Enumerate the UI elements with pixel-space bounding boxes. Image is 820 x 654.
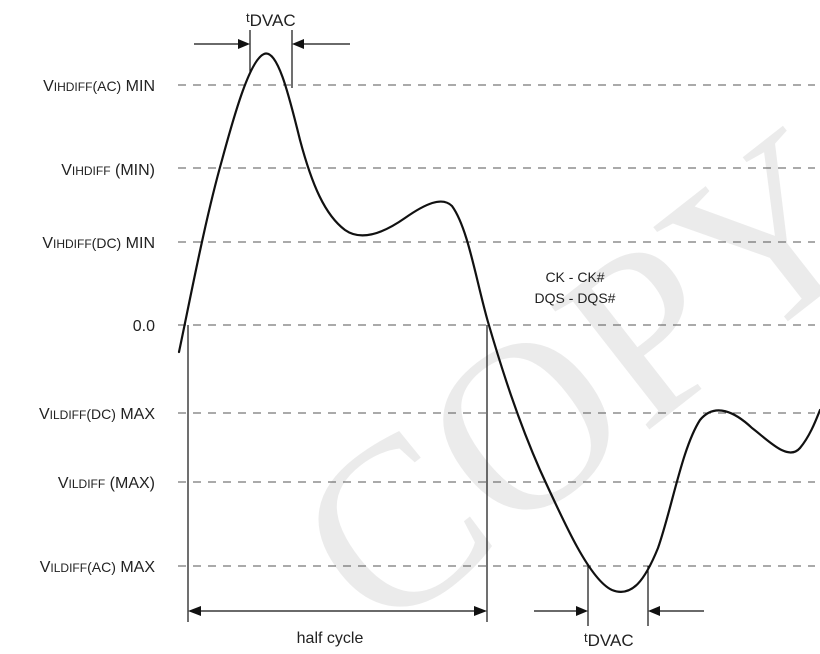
- tdvac-bottom-right-arrowhead: [648, 606, 660, 616]
- watermark: COPY: [248, 77, 820, 654]
- tdvac-top-right-arrowhead: [292, 39, 304, 49]
- signal-labels: CK - CK# DQS - DQS#: [535, 269, 616, 306]
- label-vihdiff-min: VIHDIFF (MIN): [61, 162, 155, 179]
- label-vildiff-dc-max: VILDIFF(DC) MAX: [39, 406, 155, 423]
- differential-waveform: [177, 52, 820, 593]
- label-zero: 0.0: [133, 318, 155, 335]
- half-cycle-left-arrowhead: [188, 606, 201, 616]
- half-cycle-label: half cycle: [297, 630, 364, 647]
- signal-label-dqs: DQS - DQS#: [535, 290, 616, 306]
- signal-label-ck: CK - CK#: [545, 269, 604, 285]
- level-labels: VIHDIFF(AC) MIN VIHDIFF (MIN) VIHDIFF(DC…: [39, 78, 155, 576]
- half-cycle-arrow: half cycle: [188, 606, 487, 647]
- tdvac-bottom-left-arrowhead: [576, 606, 588, 616]
- label-vihdiff-ac-min: VIHDIFF(AC) MIN: [43, 78, 155, 95]
- vertical-markers: [187, 30, 649, 626]
- tdvac-bottom-arrows: tDVAC: [534, 606, 704, 650]
- reference-lines: [178, 84, 815, 567]
- label-vihdiff-dc-min: VIHDIFF(DC) MIN: [42, 235, 155, 252]
- label-vildiff-max: VILDIFF (MAX): [58, 475, 155, 492]
- watermark-text: COPY: [248, 77, 820, 654]
- tdvac-top-left-arrowhead: [238, 39, 250, 49]
- tdvac-bottom-label: tDVAC: [584, 630, 634, 650]
- tdvac-top-label: tDVAC: [246, 10, 296, 30]
- half-cycle-right-arrowhead: [474, 606, 487, 616]
- label-vildiff-ac-max: VILDIFF(AC) MAX: [40, 559, 156, 576]
- tdvac-top-arrows: tDVAC: [194, 10, 350, 49]
